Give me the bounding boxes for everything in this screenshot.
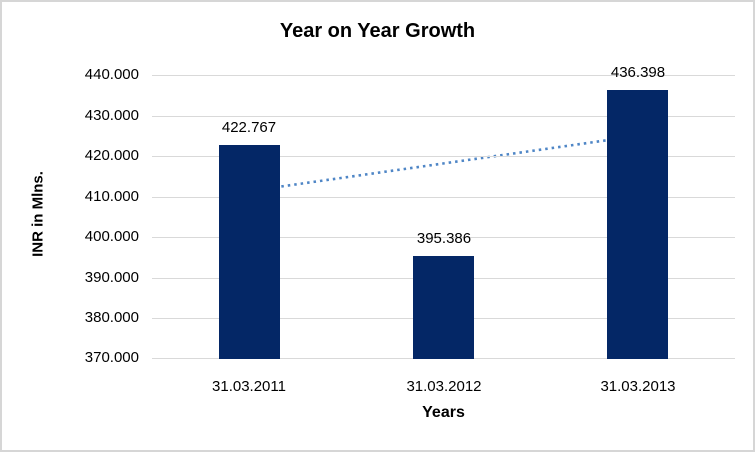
y-tick-label: 400.000 xyxy=(84,228,139,245)
gridline xyxy=(152,197,735,198)
y-tick-label: 430.000 xyxy=(84,107,139,124)
x-tick-label: 31.03.2012 xyxy=(406,378,482,395)
trendline xyxy=(248,134,639,193)
y-tick-label: 440.000 xyxy=(84,66,139,83)
y-tick-label: 370.000 xyxy=(84,349,139,366)
x-tick-label: 31.03.2011 xyxy=(212,378,286,395)
chart-title: Year on Year Growth xyxy=(279,20,476,42)
y-tick-label: 420.000 xyxy=(84,147,139,164)
bar xyxy=(219,145,280,359)
y-tick-label: 380.000 xyxy=(84,309,139,326)
x-tick-label: 31.03.2013 xyxy=(600,378,676,395)
x-axis-title: Years xyxy=(422,404,465,421)
gridline xyxy=(152,237,735,238)
bar-value-label: 422.767 xyxy=(221,119,277,136)
plot-area: 422.767 395.386 436.398 xyxy=(152,64,735,359)
bar xyxy=(607,90,668,359)
gridline xyxy=(152,116,735,117)
bar-value-label: 436.398 xyxy=(610,64,666,81)
y-tick-label: 390.000 xyxy=(84,269,139,286)
bar xyxy=(413,256,474,359)
bar-value-label: 395.386 xyxy=(416,230,472,247)
trendline-dotted xyxy=(248,134,639,193)
y-tick-label: 410.000 xyxy=(84,188,139,205)
gridline xyxy=(152,156,735,157)
gridline xyxy=(152,75,735,76)
